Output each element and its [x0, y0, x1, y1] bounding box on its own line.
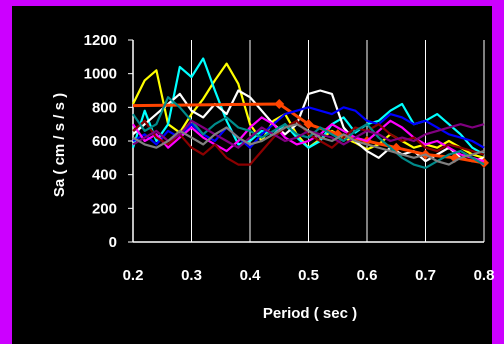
x-tick-label: 0.6	[357, 267, 378, 284]
x-tick-label: 0.8	[474, 267, 495, 284]
series-line-6	[132, 116, 485, 163]
y-tick-label: 200	[92, 200, 117, 217]
series-layer	[131, 57, 489, 169]
series-line-10	[132, 123, 485, 166]
series-line-5	[132, 106, 485, 149]
series-line-7	[132, 119, 485, 166]
x-tick-label: 0.7	[415, 267, 436, 284]
y-tick-label: 0	[109, 234, 117, 251]
y-tick-label: 600	[92, 133, 117, 150]
x-tick-label: 0.5	[298, 267, 319, 284]
series-point-4	[274, 98, 285, 109]
y-tick-label: 800	[92, 99, 117, 116]
ticks-layer: 0.2 0.3 0.4 0.5 0.6 0.7 0.8 0 200 400 600 800 1000 12…	[84, 32, 495, 284]
y-tick-label: 1200	[84, 32, 117, 49]
series-line-3	[132, 89, 485, 163]
y-axis-label: Sa ( cm / s / s )	[51, 93, 68, 197]
y-tick-label: 400	[92, 167, 117, 184]
x-axis-label: Period ( sec )	[263, 305, 357, 322]
x-tick-label: 0.4	[240, 267, 262, 284]
y-tick-label: 1000	[84, 66, 117, 83]
x-tick-label: 0.3	[181, 267, 202, 284]
series-point-4	[303, 119, 314, 130]
axes-layer	[128, 39, 484, 243]
x-tick-label: 0.2	[123, 267, 144, 284]
